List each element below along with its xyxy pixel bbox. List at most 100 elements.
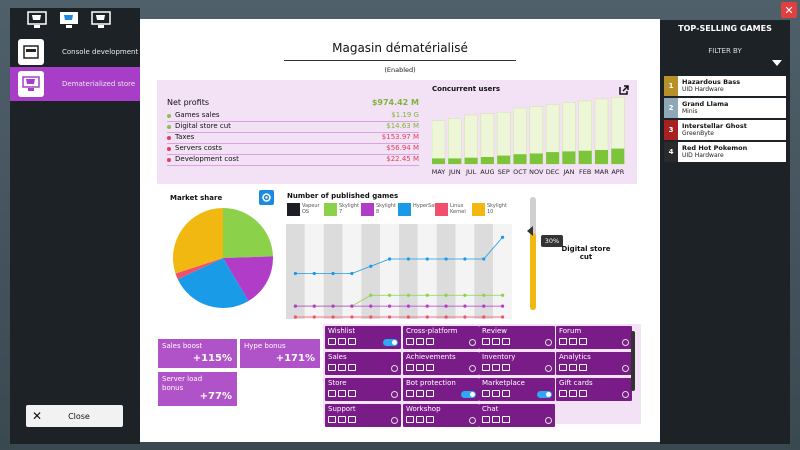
top-selling-title: TOP-SELLING GAMES: [678, 24, 772, 33]
feature-stats-icons: [482, 338, 510, 345]
feature-card[interactable]: Gift cards: [556, 378, 632, 401]
user-bar-active: [595, 150, 608, 164]
top-selling-item[interactable]: 4 Red Hot Pokemon UID Hardware: [664, 142, 786, 162]
gear-icon[interactable]: [545, 339, 552, 346]
gear-icon[interactable]: [259, 190, 274, 205]
boost-name: Server load bonus: [162, 375, 203, 392]
feature-card[interactable]: Wishlist: [325, 326, 401, 349]
series-point: [293, 271, 298, 276]
series-point: [406, 304, 411, 308]
market-share-title: Market share: [170, 194, 223, 202]
game-name: Red Hot Pokemon: [682, 144, 748, 152]
top-selling-item[interactable]: 3 Interstellar Ghost GreenByte: [664, 120, 786, 140]
series-point: [500, 315, 505, 319]
cart-screen-icon[interactable]: [88, 8, 114, 32]
feature-card[interactable]: Chat: [479, 404, 555, 427]
console-icon: [18, 39, 44, 65]
feature-card[interactable]: Bot protection: [403, 378, 479, 401]
feature-card[interactable]: Store: [325, 378, 401, 401]
concurrent-users-title: Concurrent users: [432, 85, 500, 93]
user-bar-active: [513, 154, 527, 164]
feature-name: Bot protection: [406, 379, 456, 387]
finance-row: Servers costs $56.94 M: [167, 144, 419, 155]
series-point: [331, 271, 335, 276]
published-games-legend: Vapeur OS Skylight 7 Skylight 8 HyperSafe Li…: [287, 203, 509, 216]
series-point: [312, 304, 316, 308]
features-scrollbar[interactable]: [631, 331, 635, 391]
series-point: [463, 315, 467, 319]
series-point: [444, 257, 448, 261]
feature-name: Forum: [559, 327, 582, 335]
net-profits-label: Net profits: [167, 98, 210, 107]
gear-icon[interactable]: [391, 417, 398, 424]
pie-slice: [223, 208, 273, 258]
series-point: [293, 304, 298, 308]
gear-icon[interactable]: [391, 365, 398, 372]
feature-card[interactable]: Review: [479, 326, 555, 349]
nav-label: Console development: [62, 48, 139, 56]
gear-icon[interactable]: [545, 417, 552, 424]
user-bar-active: [448, 158, 462, 164]
monitor-icon[interactable]: [56, 8, 82, 32]
toggle-switch[interactable]: [537, 391, 552, 398]
feature-card[interactable]: Achievements: [403, 352, 479, 375]
studio-name: Minis: [682, 108, 698, 115]
series-point: [425, 315, 429, 319]
feature-card[interactable]: Forum: [556, 326, 632, 349]
close-button[interactable]: ✕ Close: [26, 405, 123, 427]
user-bar: [480, 113, 495, 165]
gear-icon[interactable]: [469, 365, 476, 372]
rank-badge: 2: [664, 98, 678, 118]
finance-value: $22.45 M: [386, 155, 419, 163]
gear-icon[interactable]: [469, 417, 476, 424]
series-line: [295, 236, 503, 274]
feature-card[interactable]: Workshop: [403, 404, 479, 427]
gear-icon[interactable]: [469, 339, 476, 346]
feature-card[interactable]: Sales: [325, 352, 401, 375]
published-games-chart: [286, 224, 512, 319]
gear-icon[interactable]: [622, 391, 629, 398]
finance-row: Development cost $22.45 M: [167, 155, 419, 166]
rank-badge: 3: [664, 120, 678, 140]
feature-stats-icons: [406, 390, 434, 397]
feature-card[interactable]: Support: [325, 404, 401, 427]
net-profits: Net profits $974.42 M: [167, 98, 419, 107]
toggle-switch[interactable]: [461, 391, 476, 398]
feature-name: Sales: [328, 353, 347, 361]
user-bar: [448, 118, 462, 165]
nav-console-development[interactable]: Console development: [10, 35, 140, 69]
feature-card[interactable]: Cross-platform: [403, 326, 479, 349]
gear-icon[interactable]: [622, 339, 629, 346]
window-close-button[interactable]: ✕: [781, 2, 797, 18]
bullet-dot: [167, 114, 171, 118]
top-selling-item[interactable]: 2 Grand Llama Minis: [664, 98, 786, 118]
finance-label: Development cost: [175, 155, 239, 163]
legend-entry: Vapeur OS: [287, 203, 324, 216]
filter-dropdown-icon[interactable]: [772, 60, 782, 66]
features-panel: Wishlist Cross-platform Review Forum Sal…: [323, 324, 641, 427]
month-label: MAR: [594, 168, 609, 176]
legend-label: Skylight 7: [339, 203, 359, 215]
gear-icon[interactable]: [622, 365, 629, 372]
external-link-icon[interactable]: [618, 84, 630, 96]
user-bar-active: [611, 148, 625, 164]
gear-icon[interactable]: [391, 391, 398, 398]
store-cut-slider-handle[interactable]: [525, 224, 541, 238]
feature-card[interactable]: Inventory: [479, 352, 555, 375]
close-icon: ✕: [32, 409, 43, 423]
top-selling-item[interactable]: 1 Hazardous Bass UID Hardware: [664, 76, 786, 96]
series-point: [406, 257, 411, 261]
series-point: [425, 293, 429, 297]
finance-value: $56.94 M: [386, 144, 419, 152]
month-label: MAY: [432, 168, 445, 176]
store-cut-slider-fill: [530, 233, 536, 310]
feature-card[interactable]: Analytics: [556, 352, 632, 375]
store-cart-icon[interactable]: [24, 8, 50, 32]
nav-dematerialized-store[interactable]: Dematerialized store: [10, 67, 140, 101]
toggle-switch[interactable]: [383, 339, 398, 346]
finance-row: Taxes $153.97 M: [167, 133, 419, 144]
legend-swatch: [472, 203, 485, 216]
finance-label: Games sales: [175, 111, 220, 119]
feature-card[interactable]: Marketplace: [479, 378, 555, 401]
gear-icon[interactable]: [545, 365, 552, 372]
